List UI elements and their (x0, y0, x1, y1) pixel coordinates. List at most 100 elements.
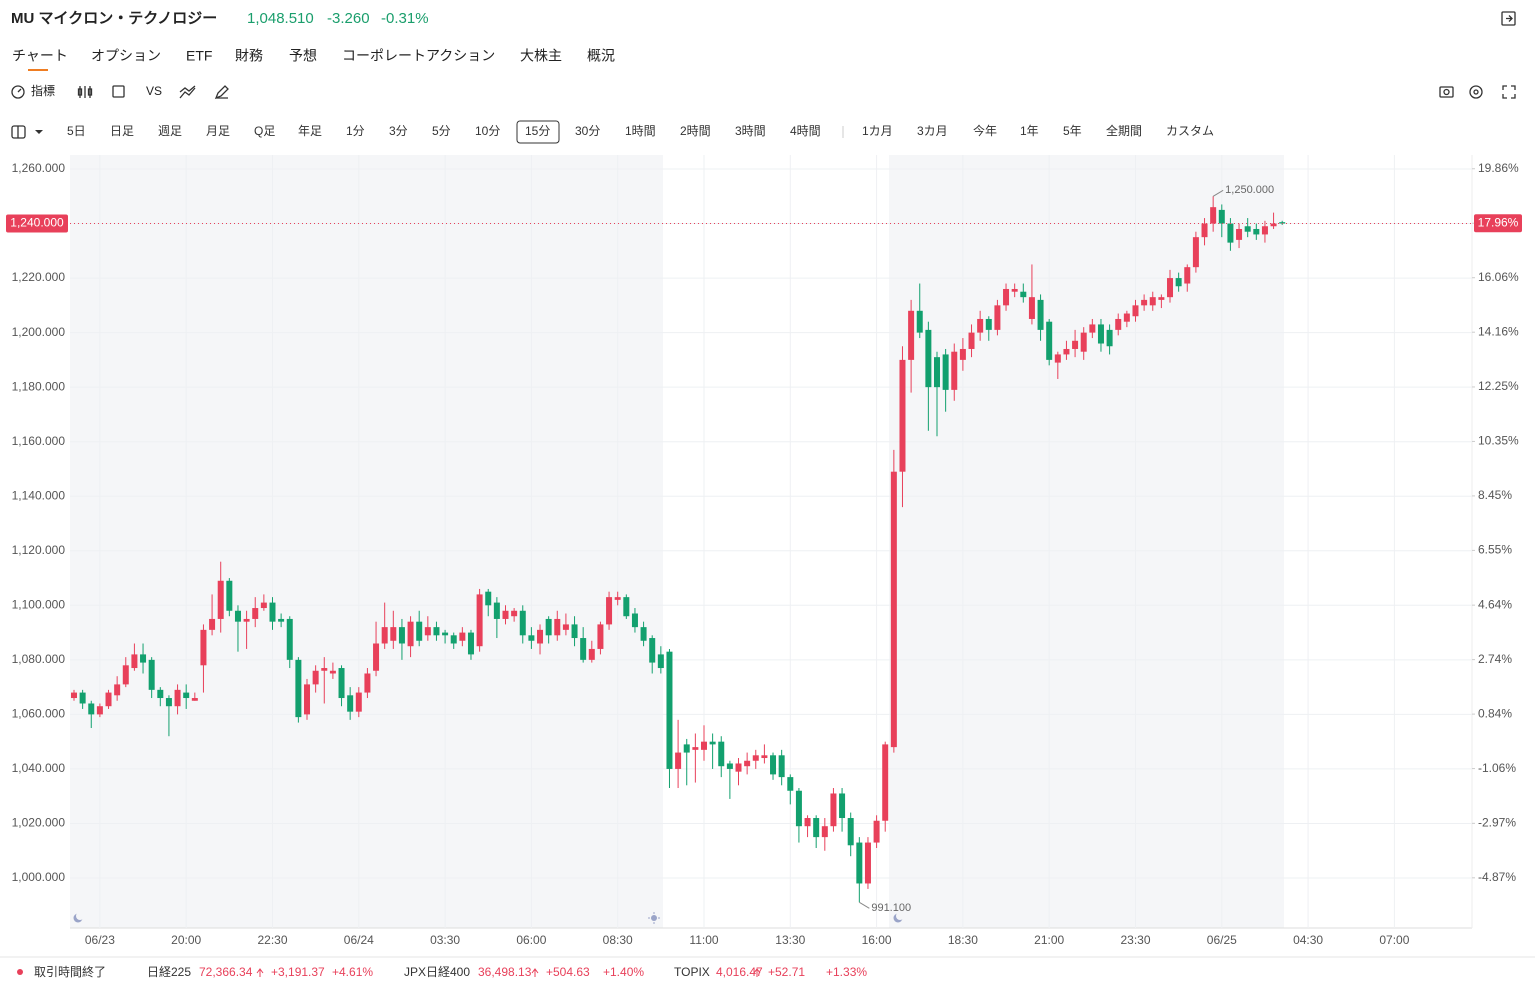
last-price-tag (6, 214, 68, 233)
tab[interactable]: 大株主 (520, 48, 562, 64)
candle-body (1080, 332, 1087, 352)
candle-body (813, 818, 820, 838)
x-tick-label: 06:00 (516, 933, 546, 947)
candle-body (1054, 354, 1061, 363)
candle-body (761, 755, 768, 759)
indicators[interactable]: 指標 (31, 83, 55, 98)
candle-body (1261, 226, 1268, 235)
timeframe-button[interactable]: 今年 (973, 123, 997, 138)
tab[interactable]: コーポレートアクション (342, 48, 495, 64)
candle-body (433, 627, 440, 636)
tab[interactable]: 予想 (289, 48, 317, 64)
y-tick-label: 1,040.000 (12, 761, 66, 775)
up-arrow (753, 968, 761, 977)
candle-body (148, 659, 155, 690)
candle-body (1115, 318, 1122, 330)
tab[interactable]: ETF (186, 48, 212, 64)
settings-icon[interactable] (1469, 85, 1483, 99)
tab[interactable]: 概況 (587, 48, 615, 64)
candle-body (1175, 278, 1182, 287)
candle-body (88, 703, 95, 715)
x-tick-label: 06/25 (1207, 933, 1237, 947)
last-price-label: 1,240.000 (10, 216, 64, 230)
timeframe-button[interactable]: 5日 (67, 124, 86, 138)
timeframe-button[interactable]: 3カ月 (917, 124, 948, 138)
timeframe-button[interactable]: 1年 (1020, 124, 1039, 138)
timeframe-button[interactable]: 2時間 (680, 124, 711, 138)
candle-body (1279, 222, 1286, 224)
candle-body (398, 627, 405, 644)
y2-tick-label: -1.06% (1478, 761, 1516, 775)
camera-icon[interactable] (1439, 86, 1454, 98)
high-pointer (1212, 189, 1224, 197)
candle-body (502, 610, 509, 619)
candle-body (1020, 291, 1027, 298)
fullscreen-icon[interactable] (1502, 85, 1516, 99)
timeframe-button[interactable]: 5分 (432, 124, 451, 138)
candle-body (977, 318, 984, 333)
tab[interactable]: オプション (91, 48, 161, 64)
candle-body (597, 624, 604, 649)
low-pointer (859, 901, 870, 909)
y2-tick-label: 0.84% (1478, 706, 1512, 720)
timeframe-button[interactable]: 日足 (110, 124, 134, 138)
pen-icon[interactable] (214, 85, 229, 100)
last-pct-tag (1474, 214, 1522, 233)
x-tick-label: 11:00 (689, 933, 718, 947)
candle-body (1201, 223, 1208, 238)
candle-body (925, 329, 932, 388)
timeframe-button[interactable]: 週足 (158, 124, 182, 138)
candle-body (157, 689, 164, 699)
candle-body (1167, 278, 1174, 298)
candle-body (226, 580, 233, 611)
candle-body (882, 744, 889, 821)
candle-body (908, 310, 915, 360)
candle-body (666, 651, 673, 769)
timeframe-button[interactable]: 4時間 (790, 124, 821, 138)
timeframe-button[interactable]: 全期間 (1106, 123, 1142, 138)
candle-type-icon[interactable] (77, 86, 93, 98)
timeframe-button[interactable]: 1分 (346, 124, 365, 138)
candle-body (778, 755, 785, 778)
indicator-icon[interactable] (11, 85, 25, 99)
candle-body (787, 777, 794, 791)
timeframe-button[interactable]: Q足 (254, 124, 275, 138)
timeframe-button[interactable]: 5年 (1063, 124, 1082, 138)
candle-body (830, 793, 837, 827)
timeframe-button[interactable]: 1時間 (625, 124, 656, 138)
tab[interactable]: チャート (12, 48, 68, 64)
collapse-icon[interactable] (1501, 11, 1516, 26)
drawing-icon[interactable] (112, 85, 125, 98)
x-tick-label: 21:00 (1034, 933, 1064, 947)
candle-body (1210, 207, 1217, 224)
candle-body (355, 692, 362, 712)
candle-body (338, 668, 345, 699)
candle-body (562, 624, 569, 630)
candle-body (131, 654, 138, 669)
candle-body (424, 627, 431, 636)
timeframe-button[interactable]: カスタム (1166, 124, 1214, 138)
candle-body (140, 654, 147, 663)
y-tick-label: 1,000.000 (12, 870, 66, 884)
timeframe-button[interactable]: 3分 (389, 124, 408, 138)
candle-body (416, 621, 423, 641)
tab[interactable]: 財務 (235, 48, 263, 64)
timeframe-button[interactable]: 月足 (206, 124, 230, 138)
y-tick-label: 1,260.000 (12, 161, 66, 175)
timeframe-button[interactable]: 3時間 (735, 124, 766, 138)
candle-body (1192, 237, 1199, 268)
timeframe-button[interactable]: 1カ月 (862, 124, 893, 138)
compare[interactable]: VS (146, 84, 162, 98)
low-label: 991.100 (871, 902, 911, 914)
index-change-pct: +4.61% (332, 965, 373, 979)
layout-icon[interactable] (11, 125, 43, 139)
timeframe-button[interactable]: 10分 (475, 124, 500, 138)
candle-body (657, 654, 664, 669)
chart-style-icon[interactable] (179, 85, 196, 99)
y2-tick-label: 10.35% (1478, 434, 1519, 448)
timeframe-button[interactable]: 15分 (525, 124, 550, 138)
index-name: 日経225 (147, 965, 191, 979)
timeframe-button[interactable]: 30分 (575, 124, 600, 138)
timeframe-button[interactable]: 年足 (298, 124, 322, 138)
